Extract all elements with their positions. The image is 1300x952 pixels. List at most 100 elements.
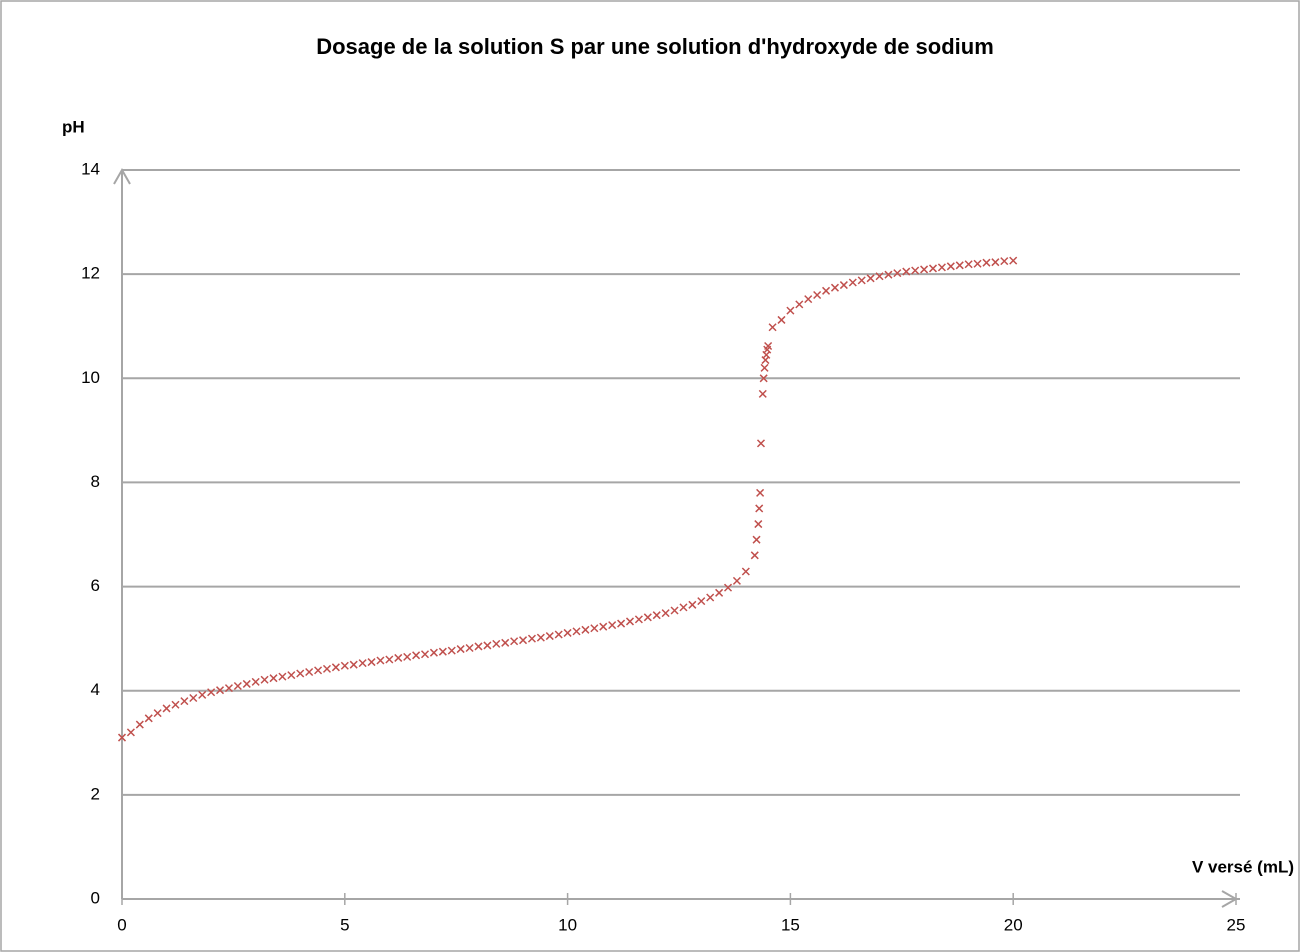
data-point xyxy=(822,286,831,295)
data-point xyxy=(756,488,765,497)
data-point xyxy=(358,659,367,668)
data-point xyxy=(349,660,358,669)
data-point xyxy=(661,609,670,618)
data-point xyxy=(287,671,296,680)
data-point xyxy=(866,274,875,283)
data-point xyxy=(857,276,866,285)
data-point xyxy=(563,628,572,637)
data-point xyxy=(652,611,661,620)
data-point xyxy=(162,704,171,713)
x-axis-arrow xyxy=(1221,890,1239,908)
data-point xyxy=(599,622,608,631)
data-point xyxy=(403,652,412,661)
data-point xyxy=(697,597,706,606)
y-tick-label: 2 xyxy=(91,784,100,803)
data-point xyxy=(331,663,340,672)
y-axis-title: pH xyxy=(62,117,85,136)
data-point xyxy=(795,300,804,309)
data-point xyxy=(144,714,153,723)
data-point xyxy=(590,624,599,633)
data-point xyxy=(688,600,697,609)
data-point xyxy=(581,625,590,634)
data-point xyxy=(420,650,430,659)
data-point xyxy=(754,520,763,529)
data-point xyxy=(340,661,349,670)
data-point xyxy=(465,643,474,653)
y-tick-label: 8 xyxy=(91,472,100,491)
data-point xyxy=(296,669,305,678)
data-point xyxy=(376,656,385,665)
data-point xyxy=(804,295,813,304)
data-point xyxy=(756,439,766,448)
data-point xyxy=(715,588,724,597)
data-point xyxy=(928,264,938,273)
data-point xyxy=(554,630,563,639)
data-point xyxy=(394,653,403,662)
data-point xyxy=(764,341,773,351)
data-point xyxy=(893,269,902,278)
data-point xyxy=(233,681,242,691)
x-axis-title: V versé (mL) xyxy=(1192,857,1294,876)
data-point xyxy=(982,258,991,267)
data-point xyxy=(875,272,884,281)
data-point xyxy=(483,641,492,650)
data-point xyxy=(501,638,510,647)
data-point xyxy=(242,679,251,688)
data-point xyxy=(367,658,376,667)
data-point xyxy=(964,260,973,269)
data-point xyxy=(625,617,635,626)
y-tick-label: 14 xyxy=(81,159,100,178)
data-point xyxy=(135,720,144,729)
data-point xyxy=(510,637,519,646)
data-point xyxy=(759,374,768,383)
data-point xyxy=(732,576,741,585)
data-point xyxy=(813,290,822,300)
data-point xyxy=(946,262,955,271)
data-point xyxy=(1009,256,1018,265)
data-point xyxy=(643,613,652,622)
chart-title: Dosage de la solution S par une solution… xyxy=(316,34,994,59)
data-point xyxy=(447,646,456,655)
data-point xyxy=(224,684,233,693)
data-point xyxy=(216,686,225,695)
data-point xyxy=(937,263,946,272)
data-point xyxy=(902,267,911,276)
data-point xyxy=(634,615,643,624)
y-tick-label: 10 xyxy=(81,368,100,387)
data-point xyxy=(760,363,769,372)
x-tick-label: 0 xyxy=(117,915,126,934)
data-point xyxy=(412,651,421,660)
data-point xyxy=(617,619,626,628)
data-point xyxy=(474,642,483,651)
data-point xyxy=(920,265,929,274)
y-tick-label: 4 xyxy=(91,680,100,699)
data-point xyxy=(758,389,767,398)
data-point xyxy=(741,567,750,576)
data-point xyxy=(492,639,501,648)
y-tick-label: 0 xyxy=(91,888,100,907)
data-point xyxy=(750,551,759,560)
data-point xyxy=(385,655,394,664)
data-point xyxy=(251,677,260,686)
data-point xyxy=(670,606,679,615)
data-point xyxy=(884,270,893,279)
data-point xyxy=(911,266,920,275)
data-point xyxy=(848,278,857,287)
y-tick-label: 6 xyxy=(91,576,100,595)
data-point xyxy=(180,697,189,706)
data-point xyxy=(269,674,278,683)
x-tick-label: 25 xyxy=(1227,915,1246,934)
data-point xyxy=(117,733,127,742)
x-tick-label: 20 xyxy=(1004,915,1023,934)
data-point xyxy=(786,306,795,315)
data-point xyxy=(723,583,733,592)
data-point xyxy=(545,632,554,641)
y-tick-label: 12 xyxy=(81,264,100,283)
data-point xyxy=(955,261,964,270)
y-axis-arrow xyxy=(113,167,131,185)
data-point xyxy=(429,648,438,657)
x-tick-label: 15 xyxy=(781,915,800,934)
data-point xyxy=(777,315,786,324)
